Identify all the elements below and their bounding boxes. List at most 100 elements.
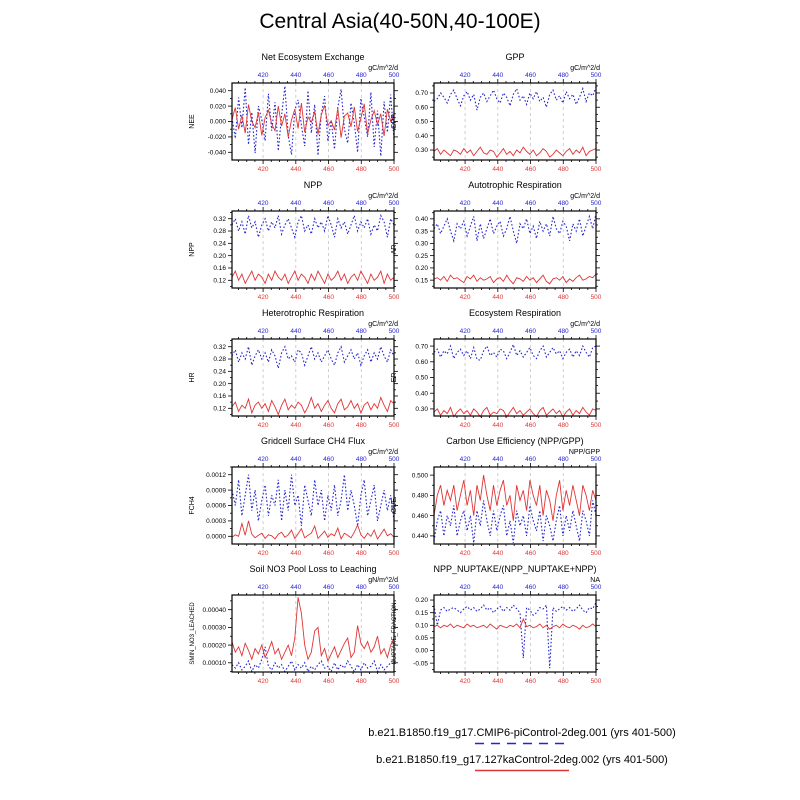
svg-text:500: 500 xyxy=(591,294,602,301)
svg-text:440: 440 xyxy=(492,678,503,685)
plot-frame xyxy=(433,210,597,289)
svg-text:440: 440 xyxy=(492,166,503,173)
series-picontrol xyxy=(433,86,597,111)
svg-text:480: 480 xyxy=(356,550,367,557)
series-127ka xyxy=(433,406,597,418)
svg-text:420: 420 xyxy=(460,678,471,685)
svg-text:460: 460 xyxy=(525,456,536,463)
plot-ylabel: NUPTAKE_FRACTION xyxy=(392,603,398,665)
svg-text:0.40: 0.40 xyxy=(415,133,428,140)
plot-frame xyxy=(433,338,597,417)
plot-units-label: gC/m^2/d xyxy=(570,65,600,72)
y-axis-labels: 0.0000 0.0003 0.0006 0.0009 0.0012 xyxy=(206,472,226,541)
svg-text:0.24: 0.24 xyxy=(213,369,226,376)
series-picontrol xyxy=(231,344,395,369)
svg-text:460: 460 xyxy=(525,200,536,207)
svg-text:500: 500 xyxy=(389,584,400,591)
svg-text:420: 420 xyxy=(460,166,471,173)
y-axis-labels: 0.00010 0.00020 0.00030 0.00040 xyxy=(203,607,227,667)
plot-frame xyxy=(433,594,597,673)
svg-text:480: 480 xyxy=(558,678,569,685)
series-picontrol xyxy=(433,602,597,669)
series-lines xyxy=(231,213,395,285)
svg-text:480: 480 xyxy=(356,328,367,335)
svg-text:480: 480 xyxy=(558,456,569,463)
svg-text:460: 460 xyxy=(323,456,334,463)
gridlines xyxy=(464,339,564,416)
svg-text:420: 420 xyxy=(460,550,471,557)
svg-text:480: 480 xyxy=(356,166,367,173)
svg-text:0.70: 0.70 xyxy=(415,343,428,350)
svg-text:0.32: 0.32 xyxy=(213,344,226,351)
svg-text:460: 460 xyxy=(525,328,536,335)
svg-text:0.480: 0.480 xyxy=(412,493,429,500)
plot-smin-no3-leached: 420 440 460 480 500 420 440 460 480 500 0.00010 0.0… xyxy=(170,552,402,694)
svg-text:0.28: 0.28 xyxy=(213,356,226,363)
svg-text:480: 480 xyxy=(558,328,569,335)
svg-text:500: 500 xyxy=(389,72,400,79)
plot-canvas: 420 440 460 480 500 420 440 460 480 500 -0.05 0.00 0… xyxy=(392,564,602,685)
svg-text:0.10: 0.10 xyxy=(415,622,428,629)
bottom-axis-labels: 420 440 460 480 500 xyxy=(258,166,400,173)
series-picontrol xyxy=(231,646,395,674)
svg-text:0.20: 0.20 xyxy=(213,253,226,260)
svg-text:480: 480 xyxy=(558,166,569,173)
legend-label-127ka: b.e21.B1850.f19_g17.127kaControl-2deg.00… xyxy=(376,754,668,766)
svg-text:500: 500 xyxy=(389,550,400,557)
y-axis-labels: -0.040 -0.020 0.000 0.020 0.040 xyxy=(208,88,227,157)
svg-text:0.20: 0.20 xyxy=(415,265,428,272)
svg-text:440: 440 xyxy=(492,72,503,79)
plot-nuptake-fraction: 420 440 460 480 500 420 440 460 480 500 -0.05 0.00 0… xyxy=(372,552,604,694)
plot-title: Carbon Use Efficiency (NPP/GPP) xyxy=(446,436,583,446)
svg-text:500: 500 xyxy=(591,584,602,591)
bottom-axis-labels: 420 440 460 480 500 xyxy=(460,550,602,557)
plot-ylabel: CUE xyxy=(391,498,398,513)
series-picontrol xyxy=(231,474,395,527)
svg-text:420: 420 xyxy=(460,328,471,335)
legend-line-dashed xyxy=(475,742,569,745)
series-lines xyxy=(433,602,597,669)
svg-text:460: 460 xyxy=(323,294,334,301)
plot-units-label: gC/m^2/d xyxy=(570,193,600,200)
plot-units-label: gC/m^2/d xyxy=(368,65,398,72)
plot-frame xyxy=(231,338,395,417)
top-axis-labels: 420 440 460 480 500 xyxy=(460,200,602,207)
series-127ka xyxy=(231,269,395,285)
svg-text:480: 480 xyxy=(558,72,569,79)
svg-text:440: 440 xyxy=(290,456,301,463)
top-axis-labels: 420 440 460 480 500 xyxy=(258,328,400,335)
y-axis-labels: 0.12 0.16 0.20 0.24 0.28 0.32 xyxy=(213,216,226,285)
svg-text:0.0006: 0.0006 xyxy=(206,503,226,510)
page-title: Central Asia(40-50N,40-100E) xyxy=(259,10,541,33)
svg-text:420: 420 xyxy=(258,328,269,335)
plot-title: Ecosystem Respiration xyxy=(469,308,561,318)
svg-text:480: 480 xyxy=(356,422,367,429)
series-lines xyxy=(433,475,597,544)
svg-text:0.0012: 0.0012 xyxy=(206,472,226,479)
svg-text:460: 460 xyxy=(323,166,334,173)
svg-text:480: 480 xyxy=(356,294,367,301)
svg-text:-0.05: -0.05 xyxy=(413,660,428,667)
svg-text:420: 420 xyxy=(258,456,269,463)
svg-text:420: 420 xyxy=(460,294,471,301)
svg-text:0.50: 0.50 xyxy=(415,375,428,382)
top-axis-labels: 420 440 460 480 500 xyxy=(460,328,602,335)
series-127ka xyxy=(433,475,597,521)
svg-text:500: 500 xyxy=(389,422,400,429)
plot-title: Heterotrophic Respiration xyxy=(262,308,364,318)
svg-text:460: 460 xyxy=(323,200,334,207)
svg-text:0.12: 0.12 xyxy=(213,406,226,413)
svg-text:460: 460 xyxy=(525,422,536,429)
svg-text:0.28: 0.28 xyxy=(213,228,226,235)
plot-title: Soil NO3 Pool Loss to Leaching xyxy=(249,564,376,574)
svg-text:460: 460 xyxy=(525,550,536,557)
series-picontrol xyxy=(433,342,597,361)
svg-text:460: 460 xyxy=(323,328,334,335)
top-axis-labels: 420 440 460 480 500 xyxy=(460,584,602,591)
plot-frame xyxy=(231,210,395,289)
plot-ylabel: ER xyxy=(391,373,398,383)
plot-ylabel: HR xyxy=(189,372,196,382)
